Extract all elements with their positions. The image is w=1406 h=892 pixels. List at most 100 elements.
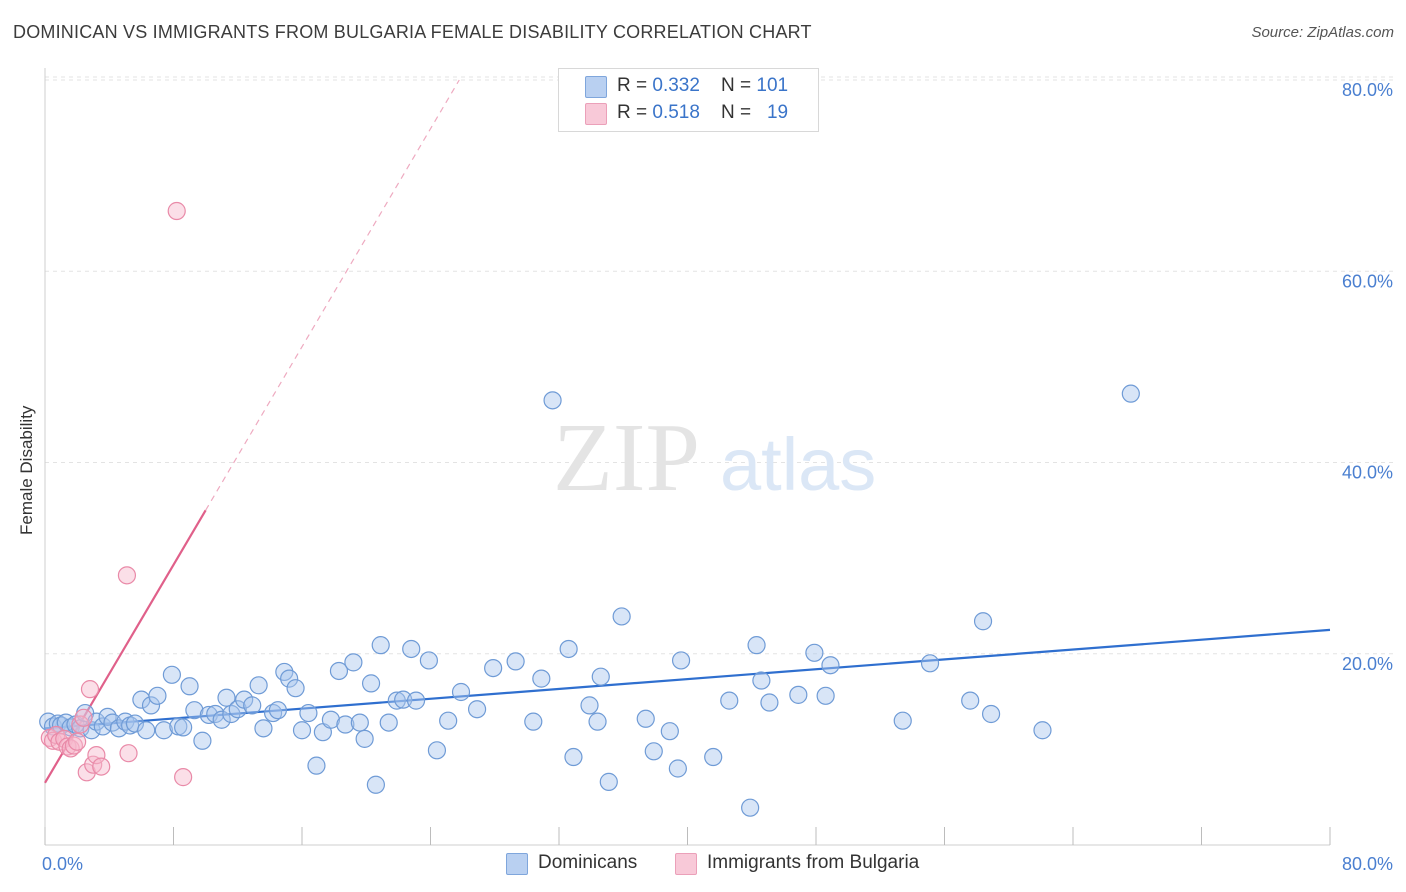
point-dominican <box>1121 384 1140 403</box>
point-dominican <box>402 639 421 659</box>
point-dominican <box>893 711 912 730</box>
point-dominican <box>588 712 607 731</box>
point-dominican <box>1033 721 1052 740</box>
point-dominican <box>821 656 840 675</box>
point-bulgaria <box>74 708 93 727</box>
point-dominican <box>180 677 199 696</box>
point-dominican <box>263 703 283 723</box>
point-dominican <box>747 636 766 655</box>
legend-r-label: R = <box>617 102 653 123</box>
point-bulgaria <box>92 757 111 776</box>
bottom-legend-label: Immigrants from Bulgaria <box>707 852 920 873</box>
point-dominican <box>451 682 471 702</box>
point-dominican <box>973 612 993 631</box>
y-tick-label: 20.0% <box>1342 654 1393 674</box>
point-bulgaria <box>167 201 186 221</box>
point-dominican <box>981 704 1001 724</box>
point-bulgaria <box>174 768 193 787</box>
legend-n-label: N = <box>721 102 757 123</box>
point-dominican <box>961 691 980 710</box>
point-dominican <box>559 639 578 659</box>
point-dominican <box>419 651 438 670</box>
point-dominican <box>336 715 355 734</box>
point-dominican <box>286 679 305 698</box>
point-dominican <box>141 696 161 715</box>
point-bulgaria <box>68 732 87 751</box>
point-dominican <box>93 717 112 736</box>
point-dominican <box>636 709 655 728</box>
legend-n-value: 101 <box>756 75 789 96</box>
bottom-legend-label: Dominicans <box>538 852 638 873</box>
trendline-bulgaria-extension <box>205 79 460 511</box>
point-dominican <box>162 665 181 684</box>
y-tick-label: 60.0% <box>1342 271 1393 291</box>
point-dominican <box>243 696 262 715</box>
point-dominican <box>668 759 687 778</box>
bottom-legend-swatch-blue <box>506 853 528 875</box>
legend-swatch-blue <box>585 76 607 98</box>
point-bulgaria <box>80 680 100 699</box>
point-dominican <box>439 711 458 730</box>
point-dominican <box>805 643 824 662</box>
watermark: ZIP atlas <box>553 404 876 512</box>
point-dominican <box>137 721 156 740</box>
point-dominican <box>406 691 426 710</box>
watermark-zip: ZIP <box>553 404 700 512</box>
point-dominican <box>299 703 318 723</box>
point-dominican <box>644 742 663 761</box>
point-dominican <box>148 686 167 705</box>
bottom-legend-swatch-pink <box>675 853 697 875</box>
point-dominican <box>98 707 117 726</box>
tick-labels: 20.0% 40.0% 60.0% 80.0% 0.0% 80.0% <box>42 80 1393 874</box>
legend-n-label: N = <box>721 75 757 96</box>
point-bulgaria <box>87 746 106 765</box>
point-dominican <box>350 713 369 732</box>
point-dominican <box>612 607 631 626</box>
x-tick-label: 80.0% <box>1342 854 1393 874</box>
point-dominican <box>789 685 808 704</box>
point-dominican <box>361 674 381 693</box>
legend-r-value: 0.332 <box>652 75 700 96</box>
point-dominican <box>760 693 779 712</box>
point-bulgaria <box>119 744 138 763</box>
point-dominican <box>355 729 374 748</box>
point-dominican <box>217 688 236 707</box>
point-dominican <box>292 721 312 740</box>
data-points <box>39 201 1140 817</box>
point-dominican <box>125 714 145 733</box>
point-dominican <box>371 636 390 655</box>
point-dominican <box>543 391 562 410</box>
legend-r-value: 0.518 <box>652 102 700 123</box>
y-axis-label-wrap: Female Disability <box>17 406 37 695</box>
point-dominican <box>387 691 406 710</box>
point-dominican <box>185 701 204 720</box>
point-dominican <box>427 741 447 760</box>
point-dominican <box>920 654 940 673</box>
point-dominican <box>307 756 326 775</box>
chart-title: DOMINICAN VS IMMIGRANTS FROM BULGARIA FE… <box>13 22 812 42</box>
source-label: Source: ZipAtlas.com <box>1251 24 1394 41</box>
point-dominican <box>467 700 487 719</box>
x-tick-label: 0.0% <box>42 854 83 874</box>
legend-r-label: R = <box>617 75 653 96</box>
point-bulgaria <box>58 737 77 756</box>
legend-n-value: 19 <box>766 102 789 123</box>
point-dominican <box>366 775 385 794</box>
point-dominican <box>599 772 618 791</box>
point-dominican <box>580 696 599 715</box>
watermark-atlas: atlas <box>720 423 876 506</box>
point-bulgaria <box>117 566 137 585</box>
trendline-dominicans <box>44 628 1331 730</box>
point-dominican <box>174 718 193 737</box>
point-dominican <box>394 690 413 709</box>
point-dominican <box>254 719 273 738</box>
point-dominican <box>249 676 268 695</box>
point-dominican <box>704 747 723 767</box>
legend-swatch-pink <box>585 103 607 125</box>
axes <box>44 68 1331 846</box>
point-dominican <box>379 713 398 732</box>
correlation-legend: R = 0.332 N = 101 R = 0.518 N = 19 <box>558 68 819 132</box>
point-dominican <box>321 710 341 729</box>
point-dominican <box>816 686 835 705</box>
